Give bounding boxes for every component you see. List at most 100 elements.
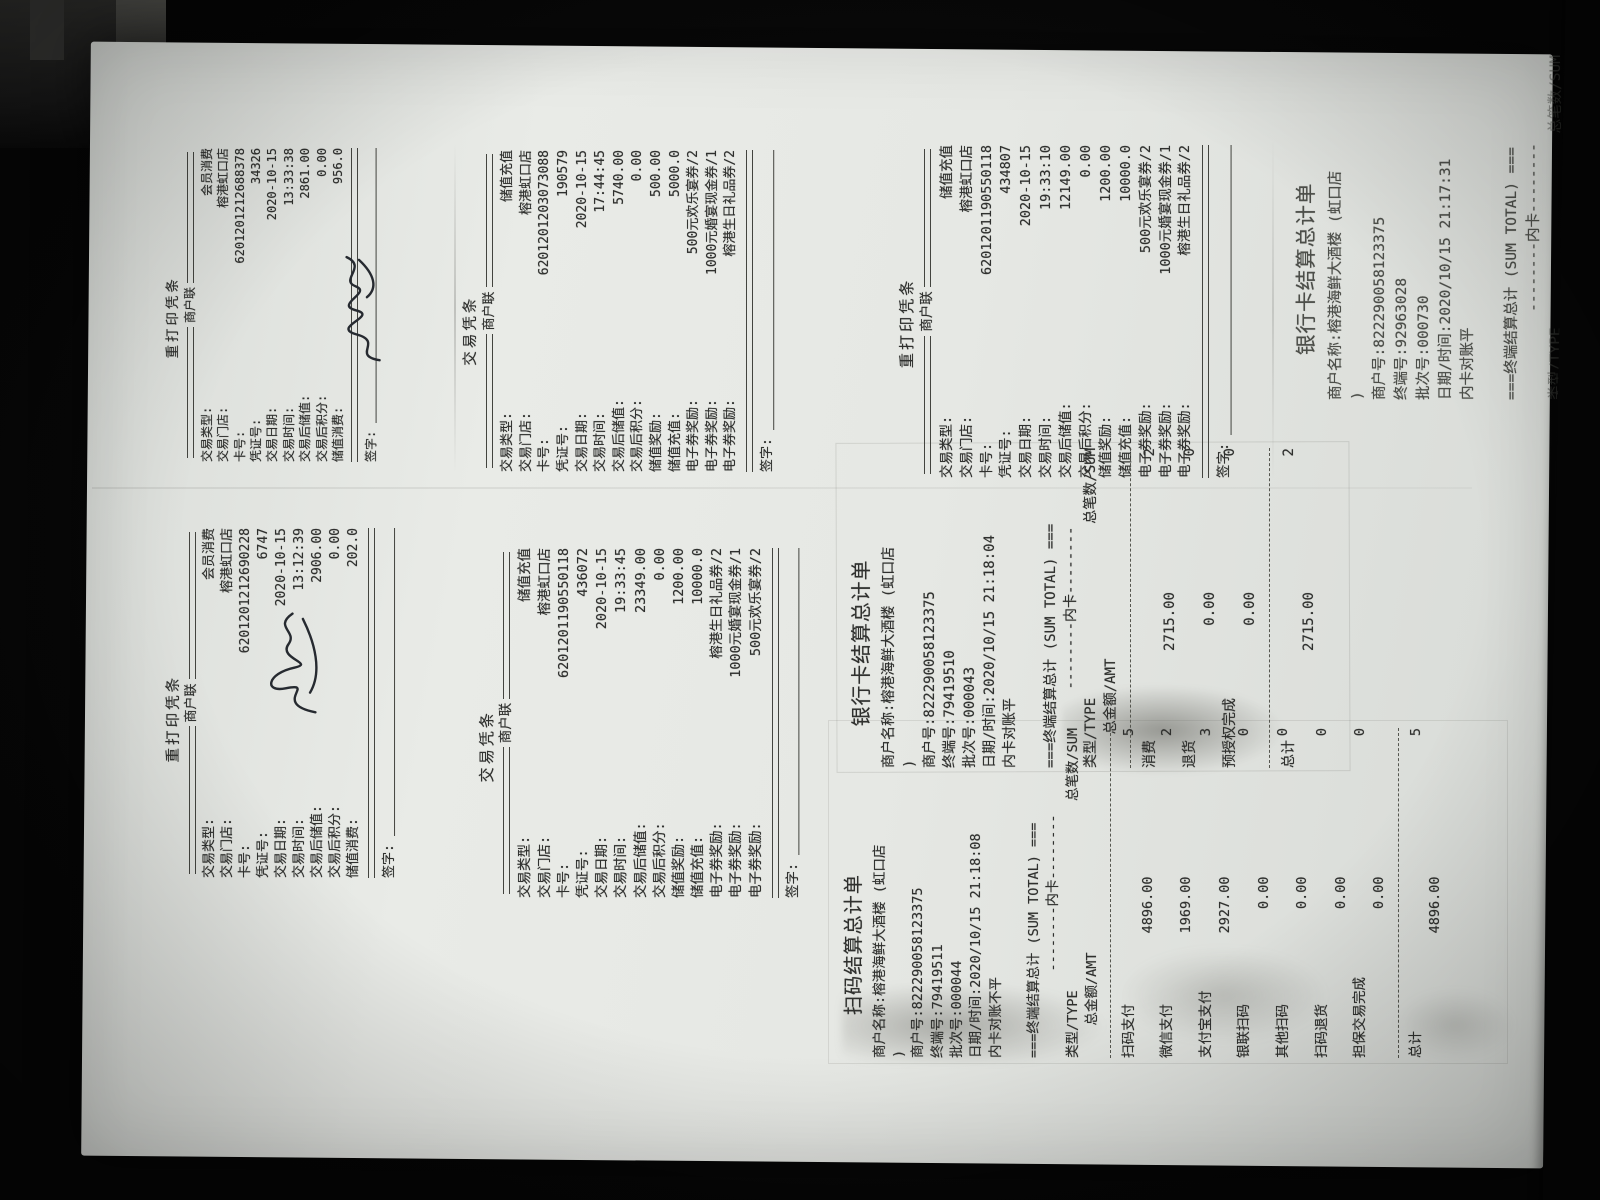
field-value: 榕港虹口店 [958,145,975,213]
type-name: 扫码支付 [1120,1004,1137,1058]
field-row: 电子券奖励: 榕港生日礼品券/2 [708,548,727,898]
field-value: 榕港虹口店 [220,528,235,594]
header-line: ) [891,1049,908,1058]
col-type: 类型/TYPE [1064,990,1081,1058]
divider [771,548,779,898]
receipt-qr-settlement: 扫码结算总计单 商户名称:榕港海鲜大酒楼 (虹口店) 商户号:82229005812… [838,728,1500,1058]
field-row: 卡号: 6201201203073088 [536,150,555,472]
type-count: 0 [1236,728,1253,737]
field-value: 储值充值 [500,150,516,203]
field-value: 956.0 [330,148,345,185]
header-line: 商户名称:榕港海鲜大酒楼 (虹口店 [871,844,888,1058]
divider [1397,728,1399,1058]
type-name: 支付宝支付 [1197,990,1214,1059]
field-row: 储值奖励: 1200.00 [670,548,689,898]
inner-card-label: --------内卡-------- [1526,143,1543,312]
field-row: 交易门店: 榕港虹口店 [219,528,237,878]
field-label: 电子券奖励: [709,822,726,898]
field-value: 储值充值 [517,548,534,602]
type-name: 银联扫码 [1236,1004,1253,1058]
type-count: 0 [1222,448,1239,457]
field-value: 0.00 [1078,145,1095,178]
field-value: 6201201203073088 [537,150,553,276]
handwritten-signature [345,255,381,362]
copy-row: 商户联 [497,548,516,898]
field-row: 卡号: 6201201190550118 [978,145,998,478]
type-count: 0 [1181,448,1198,457]
field-value: 13:12:39 [292,528,307,591]
type-count: 2 [1141,448,1158,457]
field-value: 13:33:38 [281,148,296,206]
field-row: 交易日期: 2020-10-15 [574,150,593,472]
copy-label: 商户联 [183,286,198,323]
field-value: 19:33:45 [613,548,630,614]
divider [1130,448,1132,768]
signature-label: 签字: [364,430,379,462]
field-label: 储值奖励: [648,412,664,472]
copy-row: 商户联 [918,145,938,478]
field-value: 1200.00 [670,548,687,605]
copy-label: 商户联 [481,291,497,331]
type-row: 消费 2 [1140,448,1160,768]
field-row: 电子券奖励: 500元欢乐宴券/2 [1137,145,1157,478]
field-label: 电子券奖励: [747,822,764,898]
field-value: 434807 [998,145,1015,194]
field-value: 榕港生日礼品券/2 [1177,145,1194,256]
receipt-member-consume-reprint-2: 重打印凭条 商户联 交易类型: 会员消费 交易门店: 榕港虹口店 卡号: 6201201212… [165,528,402,878]
receipt-bankcard-settlement: 银行卡结算总计单 商户名称:榕港海鲜大酒楼 (虹口店) 商户号:8222900581… [845,448,1345,768]
type-name: 总计 [1407,1031,1424,1058]
type-name: 扫码退货 [1313,1004,1330,1058]
type-count: 2 [1280,448,1297,457]
field-value: 0.00 [328,528,343,560]
field-row: 电子券奖励: 500元欢乐宴券/2 [685,150,704,472]
field-value: 6201201190550118 [555,548,572,679]
field-value: 10000.0 [690,548,707,605]
column-headers: 类型/TYPE 总笔数/SUM [1081,448,1101,768]
header-line: 日期/时间:2020/10/15 21:18:08 [968,833,985,1058]
field-row: 储值消费: 202.0 [345,528,363,878]
header-line: 终端号:79419510 [941,650,958,768]
field-row: 卡号: 6201201190550118 [555,548,574,898]
receipt-title: 银行卡结算总计单 [850,559,873,727]
header-line: 批次号:000043 [962,666,979,768]
inner-card-label: --------内卡-------- [1045,814,1062,972]
total-row: 总计 2 [1279,448,1299,768]
type-amount-row: 2715.00 [1160,448,1180,768]
type-row: 扫码支付 5 [1120,728,1139,1058]
field-value: 会员消费 [202,528,217,581]
field-value: 23349.00 [632,548,649,614]
field-value: 5000.0 [667,150,683,197]
amount-value: 4896.00 [1427,876,1444,934]
type-count: 0 [1313,728,1330,737]
field-row: 交易后积分: 0.00 [314,148,330,462]
field-row: 交易门店: 榕港虹口店 [215,148,231,462]
field-value: 1000元婚宴现金券/1 [728,548,745,678]
inner-card-label: --------内卡-------- [1063,526,1080,690]
amount-value: 0.00 [1255,876,1272,910]
field-value: 6201201190550118 [978,145,995,276]
blank-line [1021,448,1041,768]
type-amount-row: 0.00 [1240,448,1260,768]
header-line: 内卡对账不平 [987,977,1004,1058]
rule-left [188,726,196,874]
field-label: 交易时间: [281,406,296,462]
field-label: 储值奖励: [670,835,687,898]
header-line: ) [1350,391,1367,400]
field-row: 储值奖励: 1200.00 [1097,145,1117,478]
col-count: 总笔数/SUM [1064,728,1081,802]
field-label: 交易后储值: [611,399,627,472]
field-row: 交易类型: 储值充值 [499,150,518,472]
header-line: 商户名称:榕港海鲜大酒楼 (虹口店 [881,546,898,768]
sum-total-banner: ===终端结算总计 (SUM TOTAL) === [1504,147,1521,400]
field-label: 交易时间: [593,412,609,472]
field-row: 交易时间: 17:44:45 [592,150,611,472]
field-label: 交易后储值: [310,805,325,878]
field-row: 储值充值: 10000.0 [1117,145,1137,478]
field-value: 202.0 [346,528,361,568]
field-label: 储值消费: [330,406,345,462]
field-label: 交易时间: [613,835,630,898]
field-label: 储值消费: [346,818,361,878]
field-value: 500元欢乐宴券/2 [747,548,764,657]
signature-line [798,548,800,855]
